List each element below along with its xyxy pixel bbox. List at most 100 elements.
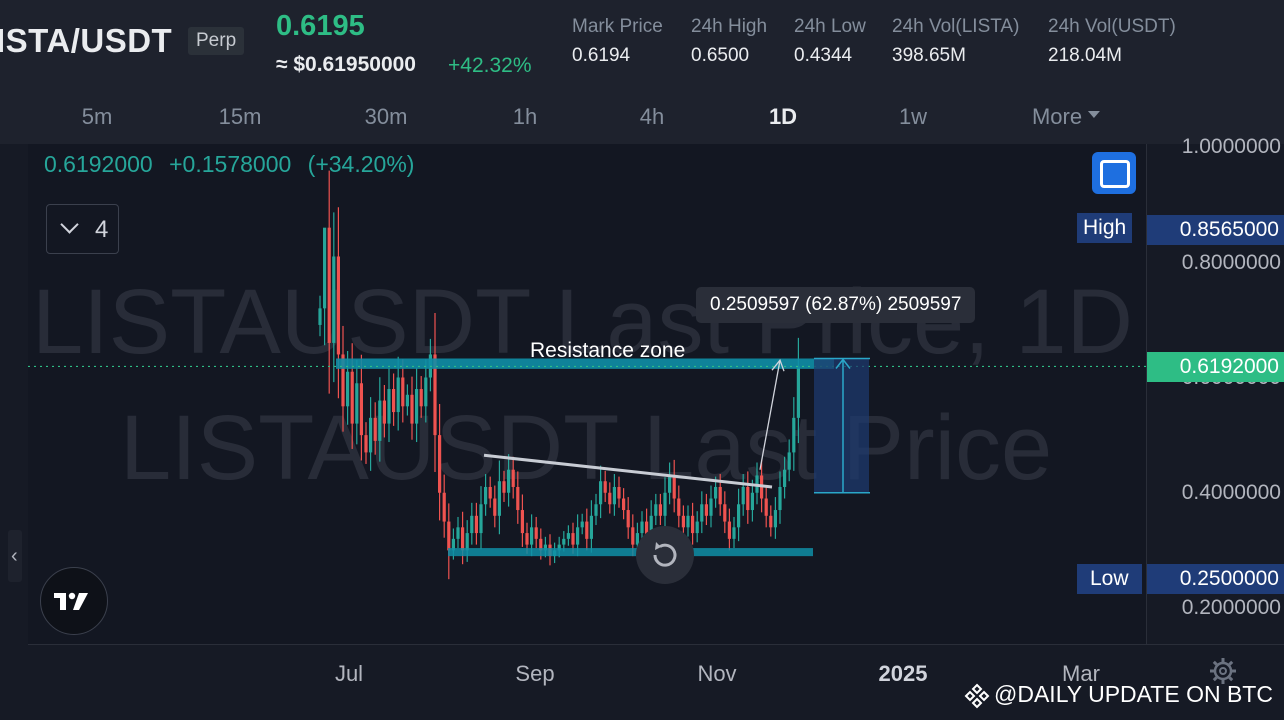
candle-body xyxy=(318,308,322,325)
time-tick: Sep xyxy=(515,661,555,686)
candle-body xyxy=(502,481,506,493)
low-24h-label: 24h Low xyxy=(794,16,866,37)
vol-base-value: 398.65M xyxy=(892,45,966,66)
candles-group xyxy=(318,170,800,580)
side-panel-toggle[interactable]: ‹ xyxy=(8,530,22,582)
candle-body xyxy=(714,486,718,499)
candle-body xyxy=(649,515,653,539)
support-zone xyxy=(448,548,813,557)
time-axis[interactable]: Jul Sep Nov 2025 Mar xyxy=(28,644,1284,701)
chevron-down-icon xyxy=(60,215,79,234)
mark-price-label: Mark Price xyxy=(572,16,663,37)
usd-price: ≈ $0.61950000 xyxy=(276,53,416,76)
tab-1d[interactable]: 1D xyxy=(768,104,798,129)
candle-body xyxy=(617,486,621,499)
candle-body xyxy=(424,377,428,407)
candle-body xyxy=(792,417,796,453)
legend-change: +0.1578000 xyxy=(169,151,292,177)
fullscreen-button[interactable] xyxy=(1092,152,1136,194)
tab-4h[interactable]: 4h xyxy=(639,104,665,129)
candle-body xyxy=(419,389,423,407)
candle-body xyxy=(562,538,566,545)
candle-body xyxy=(764,498,768,516)
candle-body xyxy=(737,504,741,528)
price-tick: 0.4000000 xyxy=(1181,481,1281,504)
candle-body xyxy=(474,515,478,534)
candle-body xyxy=(507,469,511,493)
candle-body xyxy=(580,521,584,528)
tab-15m[interactable]: 15m xyxy=(218,104,262,129)
high-24h-value: 0.6500 xyxy=(691,45,750,66)
time-tick: Jul xyxy=(334,661,364,686)
candle-body xyxy=(645,521,649,539)
candle-body xyxy=(594,504,598,516)
price-tick: 0.8000000 xyxy=(1181,251,1281,274)
price-axis[interactable]: 1.0000000 0.8000000 0.6000000 0.4000000 … xyxy=(1077,135,1284,644)
tab-5m[interactable]: 5m xyxy=(81,104,113,129)
measure-arrowhead xyxy=(835,358,851,369)
candle-body xyxy=(456,527,460,539)
candle-body xyxy=(543,544,547,551)
candle-body xyxy=(525,533,529,545)
candle-body xyxy=(401,377,405,407)
candle-body xyxy=(359,383,363,436)
reset-chart-button[interactable] xyxy=(636,526,694,584)
candle-body xyxy=(433,354,437,436)
candle-body xyxy=(571,533,575,545)
candle-body xyxy=(470,515,474,534)
candle-body xyxy=(658,504,662,516)
contract-type-badge: Perp xyxy=(188,27,245,55)
low-24h-value: 0.4344 xyxy=(794,45,853,66)
tab-1w[interactable]: 1w xyxy=(898,104,928,129)
caret-down-icon xyxy=(1088,110,1101,118)
candle-body xyxy=(327,227,331,343)
candlestick-chart xyxy=(28,170,1146,580)
high-label-badge: High xyxy=(1077,213,1133,243)
indicator-toggle-button[interactable]: 4 xyxy=(46,204,119,254)
vol-base-label: 24h Vol(LISTA) xyxy=(892,16,1020,37)
candle-body xyxy=(576,527,580,545)
candle-body xyxy=(626,510,630,528)
time-tick: Nov xyxy=(697,661,737,686)
candle-body xyxy=(451,538,455,551)
candle-body xyxy=(461,527,465,551)
candle-body xyxy=(700,504,704,522)
tradingview-logo[interactable] xyxy=(40,567,108,635)
trendline xyxy=(483,453,773,489)
candle-body xyxy=(663,492,667,516)
candle-body xyxy=(488,486,492,499)
candle-body xyxy=(704,504,708,516)
candle-body xyxy=(336,256,340,355)
candle-body xyxy=(654,504,658,516)
candle-body xyxy=(520,510,524,534)
tab-more[interactable]: More xyxy=(1032,104,1101,130)
candle-body xyxy=(783,469,787,487)
timeframe-bar: 5m 15m 30m 1h 4h 1D 1w More xyxy=(0,90,1284,144)
candle-body xyxy=(612,486,616,505)
candle-body xyxy=(350,371,354,424)
tab-30m[interactable]: 30m xyxy=(364,104,408,129)
chart-pane[interactable]: LISTAUSDT Last Price, 1D LISTAUSDT Last … xyxy=(28,144,1146,644)
candle-body xyxy=(709,498,713,516)
candle-body xyxy=(603,481,607,493)
candle-body xyxy=(723,504,727,522)
candle-body xyxy=(635,533,639,545)
low-label-badge: Low xyxy=(1077,564,1142,594)
candle-body xyxy=(346,371,350,407)
candle-body xyxy=(332,256,336,343)
legend-last-value: 0.6192000 xyxy=(44,151,153,177)
tradingview-icon xyxy=(54,592,88,610)
pair-title[interactable]: ISTA/USDT xyxy=(0,22,173,59)
reset-icon xyxy=(653,542,677,567)
gear-icon[interactable] xyxy=(1208,656,1238,686)
bottom-strip xyxy=(0,700,1284,720)
candle-body xyxy=(323,227,327,309)
candle-body xyxy=(373,417,377,441)
candle-body xyxy=(691,515,695,534)
tab-1h[interactable]: 1h xyxy=(512,104,538,129)
candle-body xyxy=(511,469,515,487)
candle-body xyxy=(497,481,501,516)
last-price-badge: 0.6192000 xyxy=(1147,352,1284,382)
candle-body xyxy=(438,435,442,493)
candle-body xyxy=(364,435,368,453)
